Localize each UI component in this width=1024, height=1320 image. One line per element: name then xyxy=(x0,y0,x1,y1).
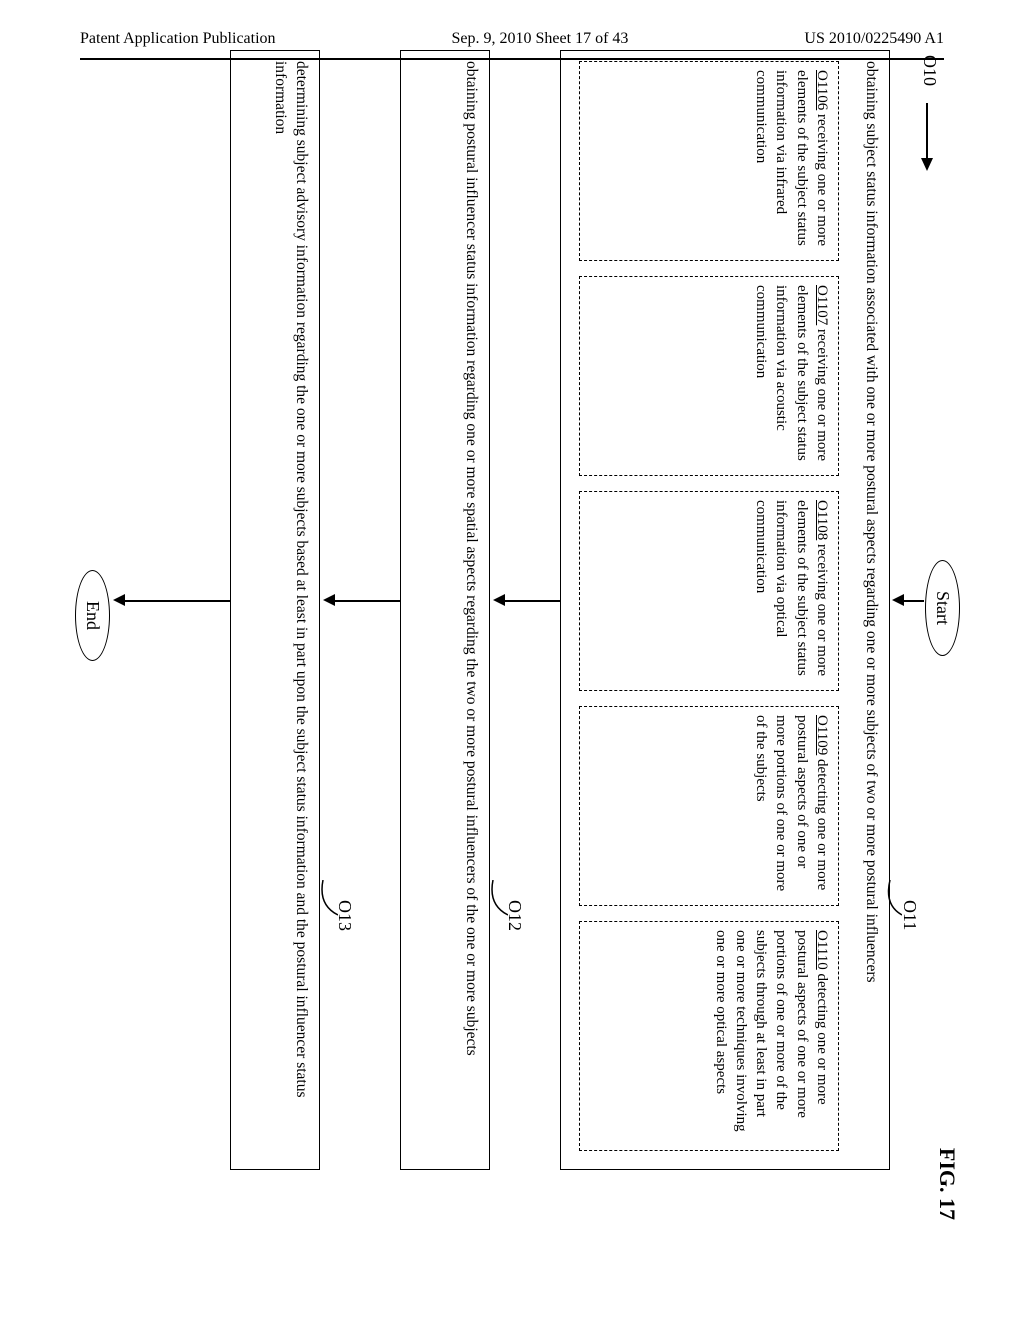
sub-1107-ref: O1107 xyxy=(814,285,830,325)
process-box-o11: obtaining subject status information ass… xyxy=(560,50,890,1170)
start-terminal: Start xyxy=(925,560,960,656)
sub-1108-ref: O1108 xyxy=(814,500,830,540)
end-terminal: End xyxy=(75,570,110,661)
sub-box-1108: O1108 receiving one or more elements of … xyxy=(579,491,839,691)
sub-1110-ref: O1110 xyxy=(814,930,830,970)
sub-1110-text: detecting one or more postural aspects o… xyxy=(713,930,830,1132)
arrow-head-icon xyxy=(323,594,335,606)
process-box-o12: obtaining postural influencer status inf… xyxy=(400,50,490,1170)
arrow-head-icon xyxy=(493,594,505,606)
process-box-o13: determining subject advisory information… xyxy=(230,50,320,1170)
sub-box-1109: O1109 detecting one or more postural asp… xyxy=(579,706,839,906)
box-o11-text: obtaining subject status information ass… xyxy=(860,61,881,1159)
arrow-head-icon xyxy=(113,594,125,606)
connector-line xyxy=(505,600,560,602)
box-o12-text: obtaining postural influencer status inf… xyxy=(460,61,481,1159)
sub-1106-ref: O1106 xyxy=(814,70,830,110)
connector-line xyxy=(902,600,924,602)
sub-box-1107: O1107 receiving one or more elements of … xyxy=(579,276,839,476)
flowchart-diagram: FIG. 17 O10 Start O11 obtaining subject … xyxy=(60,0,960,1260)
figure-label: FIG. 17 xyxy=(934,1148,960,1220)
reference-o10: O10 xyxy=(919,55,940,86)
arrow-icon xyxy=(912,103,942,173)
sub-1109-ref: O1109 xyxy=(814,715,830,755)
sub-box-1106: O1106 receiving one or more elements of … xyxy=(579,61,839,261)
sub-box-1110: O1110 detecting one or more postural asp… xyxy=(579,921,839,1151)
reference-o11: O11 xyxy=(899,900,920,930)
connector-line xyxy=(335,600,400,602)
box-o13-text: determining subject advisory information… xyxy=(269,61,311,1159)
connector-line xyxy=(125,600,230,602)
arrow-head-icon xyxy=(892,594,904,606)
